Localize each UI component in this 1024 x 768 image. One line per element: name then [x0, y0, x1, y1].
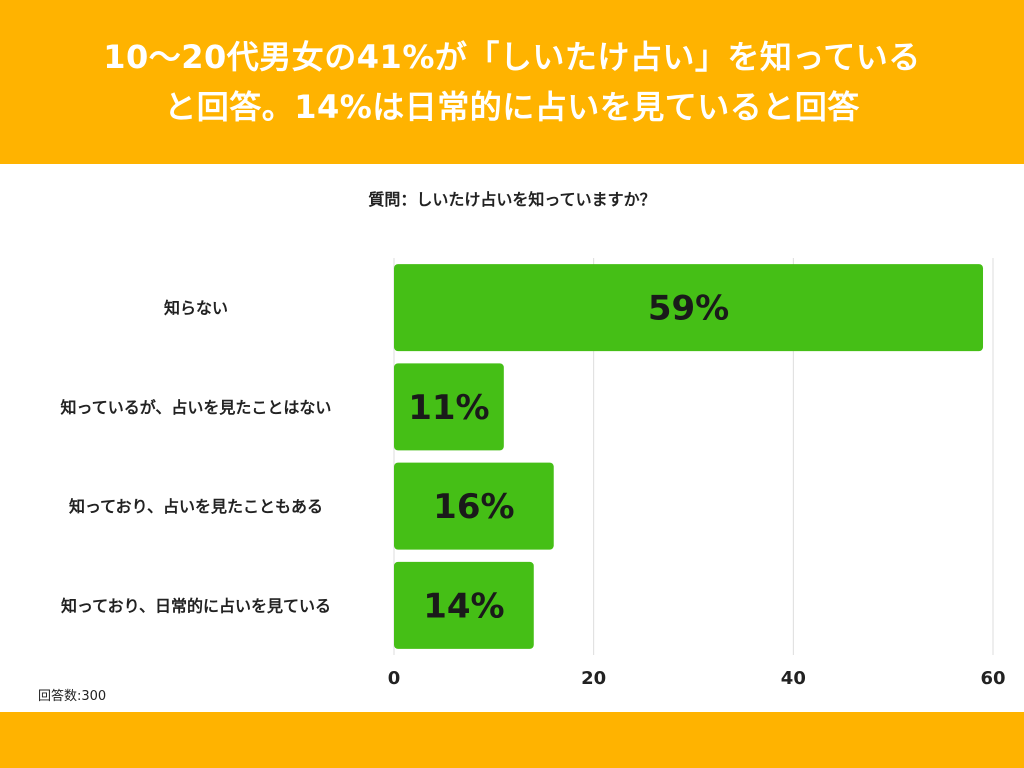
bars [394, 264, 984, 649]
x-tick-label: 20 [581, 668, 606, 689]
x-tick-label: 40 [781, 668, 806, 689]
bar [394, 264, 984, 352]
headline-line-2: と回答。14%は日常的に占いを見ていると回答 [164, 88, 860, 126]
labels: 0 20 40 60 知らない 59% 知っているが、占いを見たことはない 11% 知っており、… [61, 289, 1006, 689]
headline-line-1: 10〜20代男女の41%が「しいたけ占い」を知っている [103, 38, 921, 76]
value-label: 59% [648, 289, 729, 329]
x-tick-label: 60 [980, 668, 1005, 689]
value-label: 14% [423, 586, 504, 626]
bar-chart: 0 20 40 60 知らない 59% 知っているが、占いを見たことはない 11% 知っており、… [61, 258, 1006, 689]
category-label: 知っており、日常的に占いを見ている [61, 596, 331, 615]
respondent-count: 回答数:300 [38, 689, 107, 704]
category-label: 知っており、占いを見たこともある [69, 497, 323, 516]
title-banner: 10〜20代男女の41%が「しいたけ占い」を知っている と回答。14%は日常的に… [0, 0, 1024, 164]
chart-title: 質問：しいたけ占いを知っていますか？ [368, 190, 656, 209]
value-label: 11% [408, 388, 489, 428]
footer-banner [0, 712, 1024, 768]
bar [394, 561, 534, 649]
category-label: 知らない [164, 299, 228, 318]
category-label: 知っているが、占いを見たことはない [61, 398, 332, 417]
bar [394, 363, 504, 451]
value-label: 16% [433, 487, 514, 527]
bar [394, 462, 554, 550]
x-tick-label: 0 [388, 668, 401, 689]
